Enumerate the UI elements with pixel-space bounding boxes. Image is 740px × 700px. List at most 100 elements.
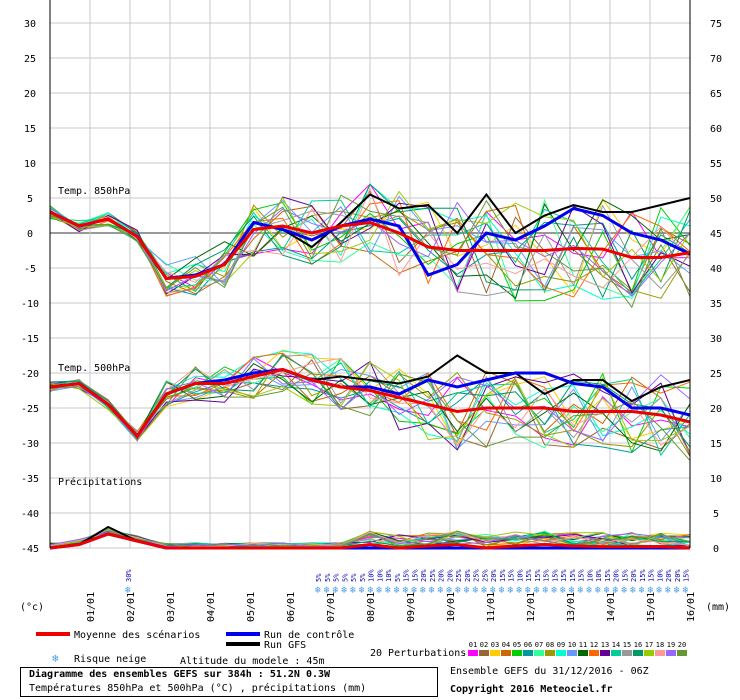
snow-icon: ❄ (674, 585, 681, 596)
snow-risk-label: 15% (499, 569, 507, 582)
x-tick-label: 08/01 (366, 592, 377, 622)
snow-risk-label: 10% (595, 569, 603, 582)
left-tick-label: 5 (27, 194, 33, 205)
member-color-swatch (534, 650, 544, 656)
member-id-label: 13 (601, 641, 609, 649)
panel-label-precip: Précipitations (58, 476, 142, 488)
member-color-swatch (655, 650, 665, 656)
right-tick-label: 15 (710, 439, 722, 450)
x-tick-label: 16/01 (686, 592, 697, 622)
right-tick-label: 40 (710, 264, 722, 275)
snow-risk-label: 20% (630, 569, 638, 582)
panel-label-t850: Temp. 850hPa (58, 186, 130, 197)
snow-risk-label: 20% (446, 569, 454, 582)
member-color-swatch (600, 650, 610, 656)
left-tick-label: -30 (21, 439, 39, 450)
x-tick-label: 03/01 (166, 592, 177, 622)
snow-icon: ❄ (630, 585, 637, 596)
snow-risk-label: 5% (394, 573, 402, 582)
left-tick-label: -45 (21, 544, 39, 555)
snow-risk-label: 10% (516, 569, 524, 582)
left-tick-label: 30 (24, 19, 36, 30)
snow-risk-label: 15% (683, 569, 691, 582)
snow-icon: ❄ (621, 585, 628, 596)
snow-risk-label: 15% (525, 569, 533, 582)
snow-risk-label: 25% (473, 569, 481, 582)
snow-icon: ❄ (604, 585, 611, 596)
member-id-label: 19 (667, 641, 675, 649)
member-color-swatch (490, 650, 500, 656)
snow-icon: ❄ (472, 585, 479, 596)
snow-icon: ❄ (639, 585, 646, 596)
member-id-label: 10 (568, 641, 576, 649)
legend-snow-icon: ❄ (52, 652, 59, 665)
member-id-label: 08 (546, 641, 554, 649)
footer-title-box: Diagramme des ensembles GEFS sur 384h : … (20, 667, 438, 697)
member-id-label: 07 (535, 641, 543, 649)
snow-icon: ❄ (367, 585, 374, 596)
legend-snow-label: Risque neige (74, 654, 146, 665)
snow-icon: ❄ (324, 585, 331, 596)
member-id-label: 05 (513, 641, 521, 649)
member-id-label: 01 (469, 641, 477, 649)
copyright-label: Copyright 2016 Meteociel.fr (450, 684, 613, 695)
snow-risk-row: ❄30%❄5%❄5%❄5%❄5%❄5%❄5%❄10%❄10%❄10%❄5%❄15… (125, 569, 691, 596)
snow-icon: ❄ (499, 585, 506, 596)
snow-risk-label: 30% (125, 569, 133, 582)
right-tick-label: 70 (710, 54, 722, 65)
x-tick-label: 07/01 (326, 592, 337, 622)
x-tick-label: 10/01 (446, 592, 457, 622)
member-id-label: 14 (612, 641, 620, 649)
left-tick-label: -35 (21, 474, 39, 485)
member-color-swatch (545, 650, 555, 656)
snow-risk-label: 20% (420, 569, 428, 582)
member-color-swatch (567, 650, 577, 656)
snow-icon: ❄ (125, 585, 132, 596)
snow-icon: ❄ (534, 585, 541, 596)
snow-icon: ❄ (315, 585, 322, 596)
right-tick-label: 25 (710, 369, 722, 380)
left-tick-label: -40 (21, 509, 39, 520)
member-id-label: 12 (590, 641, 598, 649)
x-tick-label: 09/01 (406, 592, 417, 622)
snow-icon: ❄ (577, 585, 584, 596)
snow-icon: ❄ (332, 585, 339, 596)
snow-risk-label: 5% (333, 573, 341, 582)
snow-icon: ❄ (455, 585, 462, 596)
snow-risk-label: 10% (656, 569, 664, 582)
snow-icon: ❄ (429, 585, 436, 596)
snow-risk-label: 15% (604, 569, 612, 582)
snow-risk-label: 10% (385, 569, 393, 582)
ensemble-label: 20 Perturbations (370, 648, 466, 659)
snow-risk-label: 20% (665, 569, 673, 582)
snow-risk-label: 15% (639, 569, 647, 582)
member-color-swatch (556, 650, 566, 656)
snow-risk-label: 5% (350, 573, 358, 582)
snow-risk-label: 20% (438, 569, 446, 582)
member-id-label: 18 (656, 641, 664, 649)
member-color-swatch (622, 650, 632, 656)
member-color-swatch (501, 650, 511, 656)
model-altitude-label: Altitude du modele : 45m (180, 656, 325, 667)
snow-icon: ❄ (341, 585, 348, 596)
snow-risk-label: 10% (368, 569, 376, 582)
right-tick-label: 5 (713, 509, 719, 520)
member-color-swatch (666, 650, 676, 656)
member-id-label: 03 (491, 641, 499, 649)
member-color-swatch (578, 650, 588, 656)
snow-risk-label: 15% (534, 569, 542, 582)
snow-risk-label: 15% (543, 569, 551, 582)
member-color-swatch (479, 650, 489, 656)
x-tick-label: 12/01 (526, 592, 537, 622)
snow-risk-label: 15% (551, 569, 559, 582)
member-color-swatch (512, 650, 522, 656)
member-color-swatch (523, 650, 533, 656)
snow-icon: ❄ (560, 585, 567, 596)
member-id-label: 16 (634, 641, 642, 649)
left-tick-label: 10 (24, 159, 36, 170)
snow-icon: ❄ (682, 585, 689, 596)
member-id-label: 02 (480, 641, 488, 649)
member-color-swatch (644, 650, 654, 656)
x-tick-label: 02/01 (126, 592, 137, 622)
x-tick-label: 11/01 (486, 592, 497, 622)
